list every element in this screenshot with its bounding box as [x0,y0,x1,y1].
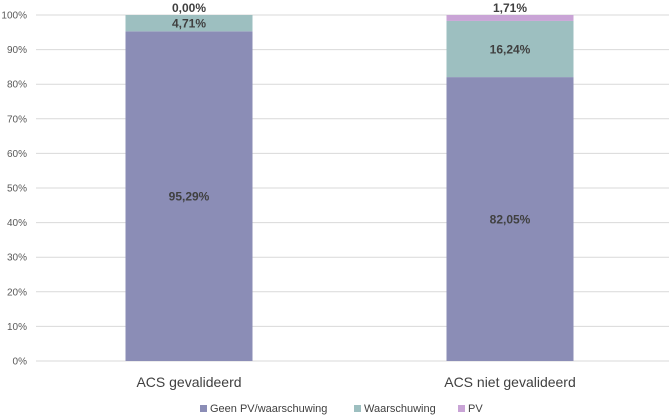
y-tick-label: 10% [7,322,27,333]
bars [125,15,574,362]
y-tick-label: 0% [13,357,28,368]
data-label: 16,24% [490,43,531,57]
y-tick-label: 30% [7,253,27,264]
y-axis: 0% 10% 20% 30% 40% 50% 60% 70% 80% 90% 100% [1,11,27,368]
legend: Geen PV/waarschuwing Waarschuwing PV [200,403,483,415]
y-tick-label: 70% [7,114,27,125]
bar-segment [125,31,253,361]
y-tick-label: 90% [7,45,27,56]
y-tick-label: 20% [7,287,27,298]
y-tick-label: 60% [7,149,27,160]
y-tick-label: 80% [7,80,27,91]
bar-segment [446,15,574,21]
x-category-label: ACS gevalideerd [136,374,241,390]
data-label: 82,05% [490,213,531,227]
data-label: 4,71% [172,17,206,31]
legend-swatch [200,405,207,412]
legend-label: Waarschuwing [364,403,436,415]
bar-segment [446,77,574,362]
y-tick-label: 40% [7,218,27,229]
y-tick-label: 100% [1,11,27,22]
legend-label: PV [468,403,483,415]
data-label: 95,29% [169,190,210,204]
legend-swatch [354,405,361,412]
data-labels: 95,29% 4,71% 0,00% 82,05% 16,24% 1,71% [169,1,531,227]
bar-segment [125,15,253,32]
legend-swatch [458,405,465,412]
x-category-label: ACS niet gevalideerd [444,374,576,390]
legend-label: Geen PV/waarschuwing [210,403,327,415]
y-tick-label: 50% [7,184,27,195]
x-axis: ACS gevalideerd ACS niet gevalideerd [136,374,575,390]
data-label: 1,71% [493,1,527,15]
bar-segment [446,20,574,78]
data-label: 0,00% [172,1,206,15]
